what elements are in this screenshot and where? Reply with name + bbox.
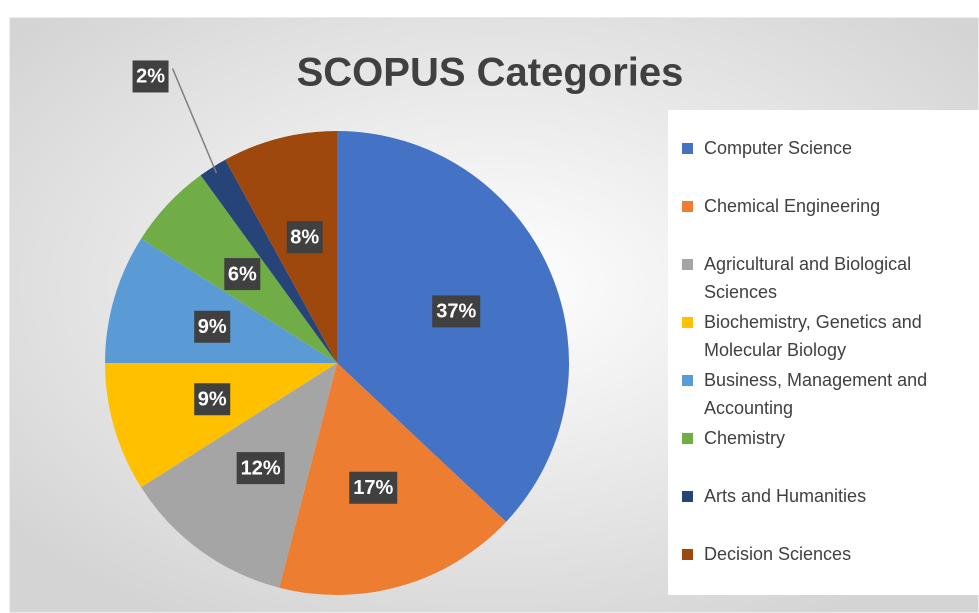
legend-swatch	[682, 201, 693, 212]
data-label-box	[194, 310, 231, 343]
data-label-box	[194, 383, 231, 416]
legend-swatch	[682, 259, 693, 270]
legend: Computer Science Chemical Engineering Agri…	[668, 110, 979, 595]
pie-slice	[225, 131, 337, 363]
legend-label: Decision Sciences	[704, 544, 852, 564]
data-label: 17%	[353, 477, 393, 499]
data-label-box	[286, 221, 323, 254]
data-label: 12%	[241, 457, 281, 479]
legend-swatch	[682, 491, 693, 502]
data-label-box	[349, 471, 398, 504]
legend-label: Arts and Humanities	[704, 486, 867, 506]
legend-label: Biochemistry, Genetics and Molecular Bio…	[704, 312, 922, 360]
chart-title: SCOPUS Categories	[297, 51, 684, 95]
legend-label: Business, Management and Accounting	[704, 370, 928, 418]
leader-line	[171, 68, 218, 174]
legend-label: Chemical Engineering	[704, 196, 881, 216]
pie-slice	[105, 363, 337, 488]
data-label-box	[432, 295, 481, 328]
data-label-box	[224, 258, 261, 291]
legend-swatch	[682, 549, 693, 560]
legend-label: Computer Science	[704, 138, 853, 158]
legend-swatch	[682, 143, 693, 154]
data-label: 6%	[228, 263, 257, 285]
legend-label: Chemistry	[704, 428, 786, 448]
data-label: 37%	[436, 301, 476, 323]
legend-swatch	[682, 317, 693, 328]
data-label: 9%	[198, 316, 227, 338]
data-label: 8%	[290, 226, 319, 248]
data-label: 2%	[136, 66, 165, 88]
data-label: 9%	[198, 389, 227, 411]
pie-slice	[105, 238, 337, 363]
pie-slice	[200, 159, 337, 363]
data-label-box	[236, 452, 285, 485]
legend-label: Agricultural and Biological Sciences	[704, 254, 912, 302]
legend-swatch	[682, 375, 693, 386]
data-label-box	[132, 60, 169, 93]
legend-swatch	[682, 433, 693, 444]
